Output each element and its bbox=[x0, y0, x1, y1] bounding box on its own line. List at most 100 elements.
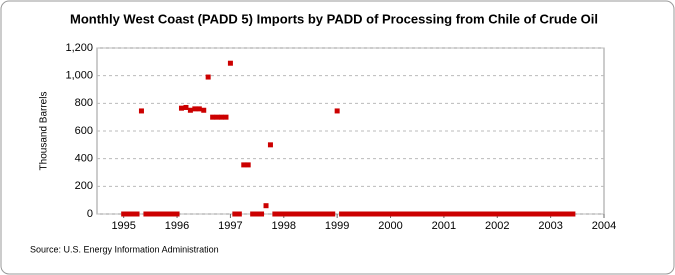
point bbox=[334, 108, 340, 114]
point bbox=[490, 211, 496, 217]
point bbox=[388, 211, 394, 217]
point bbox=[321, 211, 327, 217]
point bbox=[223, 114, 229, 120]
x-tick-label: 1998 bbox=[272, 220, 296, 232]
point bbox=[299, 211, 305, 217]
point bbox=[152, 211, 158, 217]
point bbox=[205, 74, 211, 80]
point bbox=[294, 211, 300, 217]
point bbox=[339, 211, 345, 217]
point bbox=[276, 211, 282, 217]
point bbox=[383, 211, 389, 217]
point bbox=[414, 211, 420, 217]
point bbox=[147, 211, 153, 217]
point bbox=[396, 211, 402, 217]
point bbox=[325, 211, 331, 217]
point bbox=[503, 211, 509, 217]
point bbox=[232, 211, 238, 217]
point bbox=[494, 211, 500, 217]
point bbox=[539, 211, 545, 217]
point bbox=[379, 211, 385, 217]
point bbox=[201, 107, 207, 113]
y-tick-label: 800 bbox=[75, 97, 93, 109]
x-tick-label: 1997 bbox=[218, 220, 242, 232]
source: Source: U.S. Energy Information Administ… bbox=[30, 244, 219, 254]
point bbox=[343, 211, 349, 217]
y-tick-label: 0 bbox=[87, 208, 93, 220]
point bbox=[561, 211, 567, 217]
point bbox=[330, 211, 336, 217]
point bbox=[512, 211, 518, 217]
x-tick-label: 2000 bbox=[378, 220, 402, 232]
y-tick-label: 400 bbox=[75, 153, 93, 165]
point bbox=[348, 211, 353, 217]
point bbox=[236, 211, 242, 217]
x-tick-label: 2003 bbox=[538, 220, 562, 232]
point bbox=[565, 211, 571, 217]
y-axis-label: Thousand Barrels bbox=[39, 92, 50, 171]
point bbox=[303, 211, 309, 217]
point bbox=[281, 211, 287, 217]
point bbox=[481, 211, 487, 217]
point bbox=[210, 114, 216, 120]
point bbox=[445, 211, 451, 217]
point bbox=[570, 211, 576, 217]
point bbox=[192, 106, 198, 112]
point bbox=[436, 211, 442, 217]
point bbox=[521, 211, 527, 217]
point bbox=[187, 107, 193, 113]
point bbox=[352, 211, 358, 217]
point bbox=[543, 211, 549, 217]
point bbox=[312, 211, 318, 217]
y-tick-label: 600 bbox=[75, 125, 93, 137]
point bbox=[316, 211, 322, 217]
x-tick-label: 2002 bbox=[485, 220, 509, 232]
y-tick-label: 1,000 bbox=[65, 70, 93, 82]
point bbox=[156, 211, 162, 217]
point bbox=[125, 211, 131, 217]
point bbox=[557, 211, 563, 217]
point bbox=[361, 211, 367, 217]
point bbox=[468, 211, 474, 217]
x-tick-label: 2001 bbox=[432, 220, 456, 232]
point bbox=[432, 211, 438, 217]
point bbox=[161, 211, 167, 217]
point bbox=[410, 211, 416, 217]
point bbox=[174, 211, 180, 217]
point bbox=[428, 211, 434, 217]
point bbox=[356, 211, 362, 217]
point bbox=[463, 211, 469, 217]
point bbox=[254, 211, 260, 217]
point bbox=[307, 211, 313, 217]
point bbox=[450, 211, 456, 217]
point bbox=[472, 211, 478, 217]
point bbox=[405, 211, 411, 217]
point bbox=[508, 211, 514, 217]
point bbox=[259, 211, 265, 217]
point bbox=[525, 211, 531, 217]
y-tick-label: 1,200 bbox=[65, 42, 93, 54]
point bbox=[534, 211, 540, 217]
point bbox=[374, 211, 380, 217]
point bbox=[267, 142, 273, 148]
x-tick-label: 1996 bbox=[165, 220, 189, 232]
point bbox=[499, 211, 505, 217]
point bbox=[370, 211, 376, 217]
point bbox=[423, 211, 429, 217]
x-tick-label: 1999 bbox=[325, 220, 349, 232]
point bbox=[241, 162, 247, 168]
point bbox=[196, 106, 202, 112]
chart-title: Monthly West Coast (PADD 5) Imports by P… bbox=[70, 11, 598, 26]
point bbox=[178, 105, 184, 111]
point bbox=[552, 211, 558, 217]
y-tick-label: 200 bbox=[75, 180, 93, 192]
point bbox=[272, 211, 278, 217]
point bbox=[530, 211, 536, 217]
point bbox=[419, 211, 425, 217]
point bbox=[130, 211, 136, 217]
point bbox=[485, 211, 491, 217]
point bbox=[290, 211, 296, 217]
point bbox=[250, 211, 256, 217]
point bbox=[138, 108, 144, 114]
